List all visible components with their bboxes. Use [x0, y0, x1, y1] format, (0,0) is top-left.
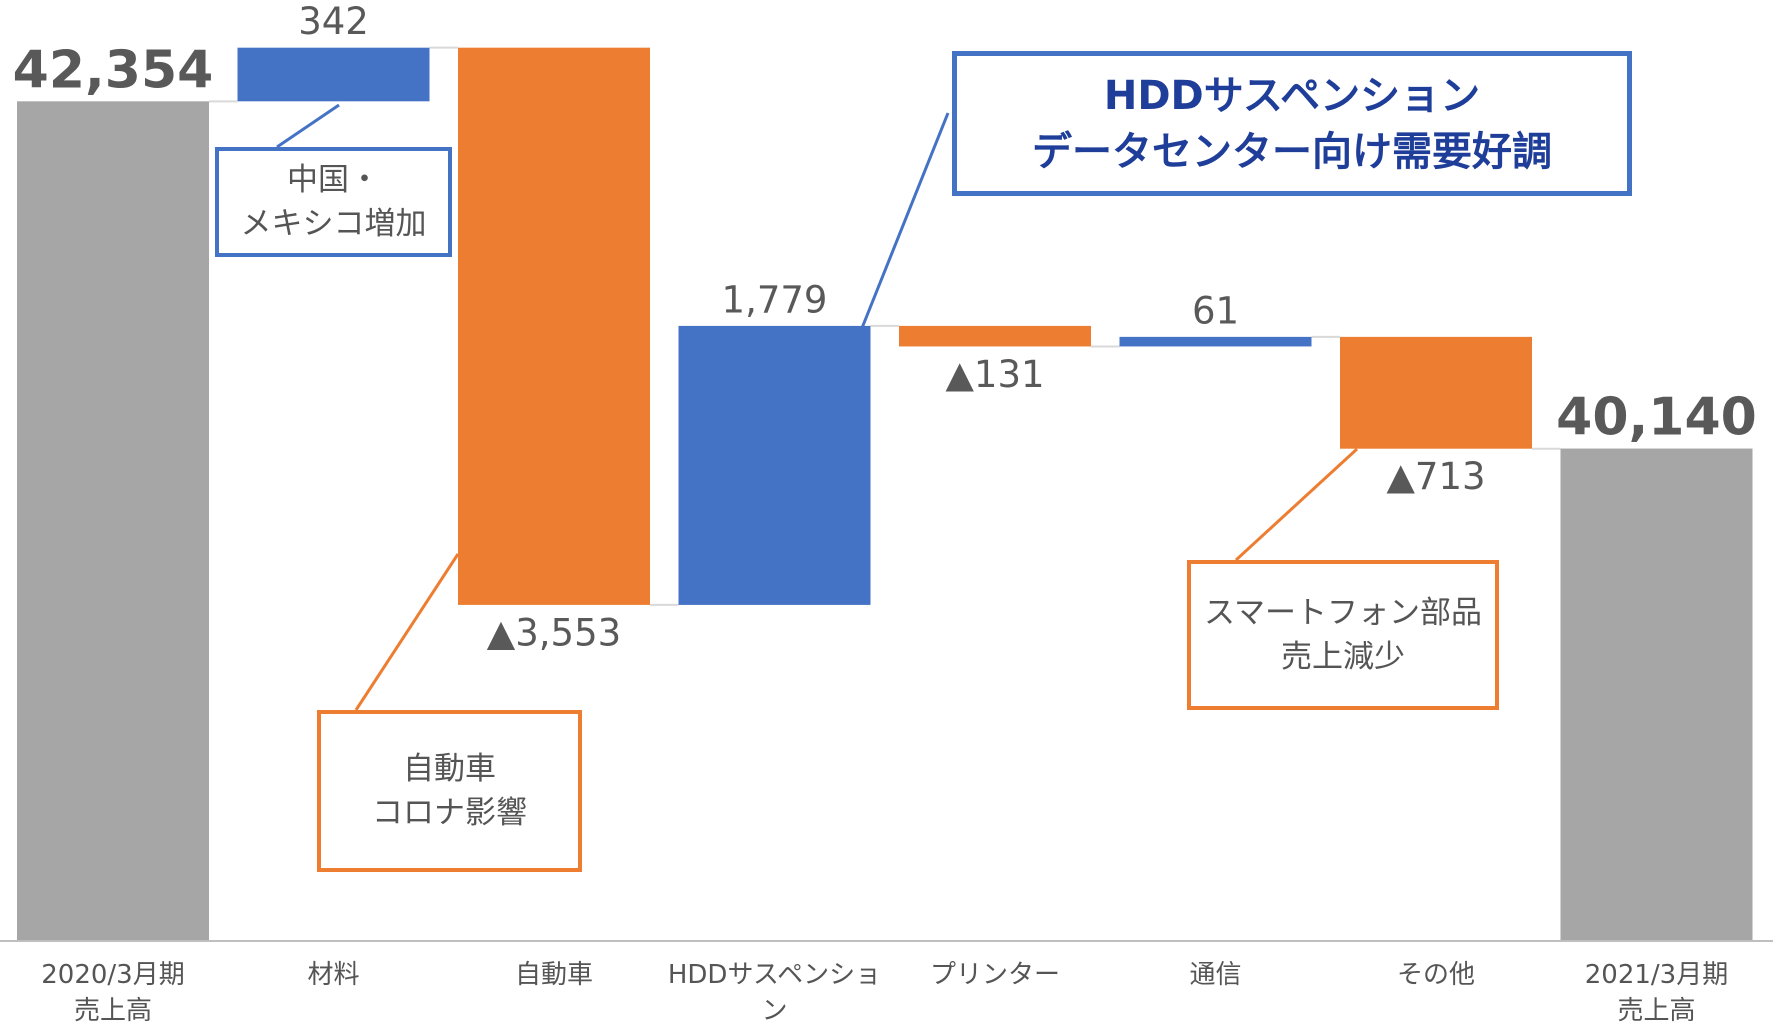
- annotation: HDDサスペンション データセンター向け需要好調: [952, 51, 1632, 196]
- value-label: 1,779: [722, 278, 828, 321]
- leader-line: [354, 553, 460, 711]
- value-label: ▲713: [1386, 455, 1485, 498]
- total-label: 40,140: [1556, 388, 1757, 448]
- annotation: スマートフォン部品 売上減少: [1187, 560, 1499, 710]
- leader-line: [1234, 447, 1359, 562]
- value-label: 342: [298, 0, 369, 43]
- x-tick-label: その他: [1396, 960, 1475, 990]
- x-tick-label: 2021/3月期 売上高: [1584, 960, 1729, 1026]
- x-tick-label: 自動車: [514, 960, 593, 990]
- x-tick-label: 材料: [307, 960, 360, 990]
- bar: [899, 325, 1091, 347]
- value-label: ▲3,553: [487, 611, 621, 654]
- total-label: 42,354: [13, 40, 214, 100]
- x-tick-label: プリンター: [929, 960, 1060, 990]
- annotation: 中国・ メキシコ増加: [215, 147, 452, 257]
- leader-line: [860, 112, 950, 329]
- bar: [678, 325, 871, 605]
- annotation: 自動車 コロナ影響: [317, 710, 582, 872]
- x-tick-label: 2020/3月期 売上高: [41, 960, 185, 1026]
- value-label: 61: [1192, 289, 1239, 332]
- leader-line: [276, 103, 340, 149]
- bar: [1340, 336, 1532, 449]
- bar: [17, 101, 209, 941]
- bar: [458, 47, 650, 605]
- bar: [1119, 336, 1312, 347]
- value-label: ▲131: [945, 353, 1044, 396]
- bar: [237, 47, 430, 102]
- x-tick-label: HDDサスペンション: [667, 960, 882, 1026]
- x-tick-label: 通信: [1189, 960, 1242, 990]
- bar: [1560, 448, 1753, 941]
